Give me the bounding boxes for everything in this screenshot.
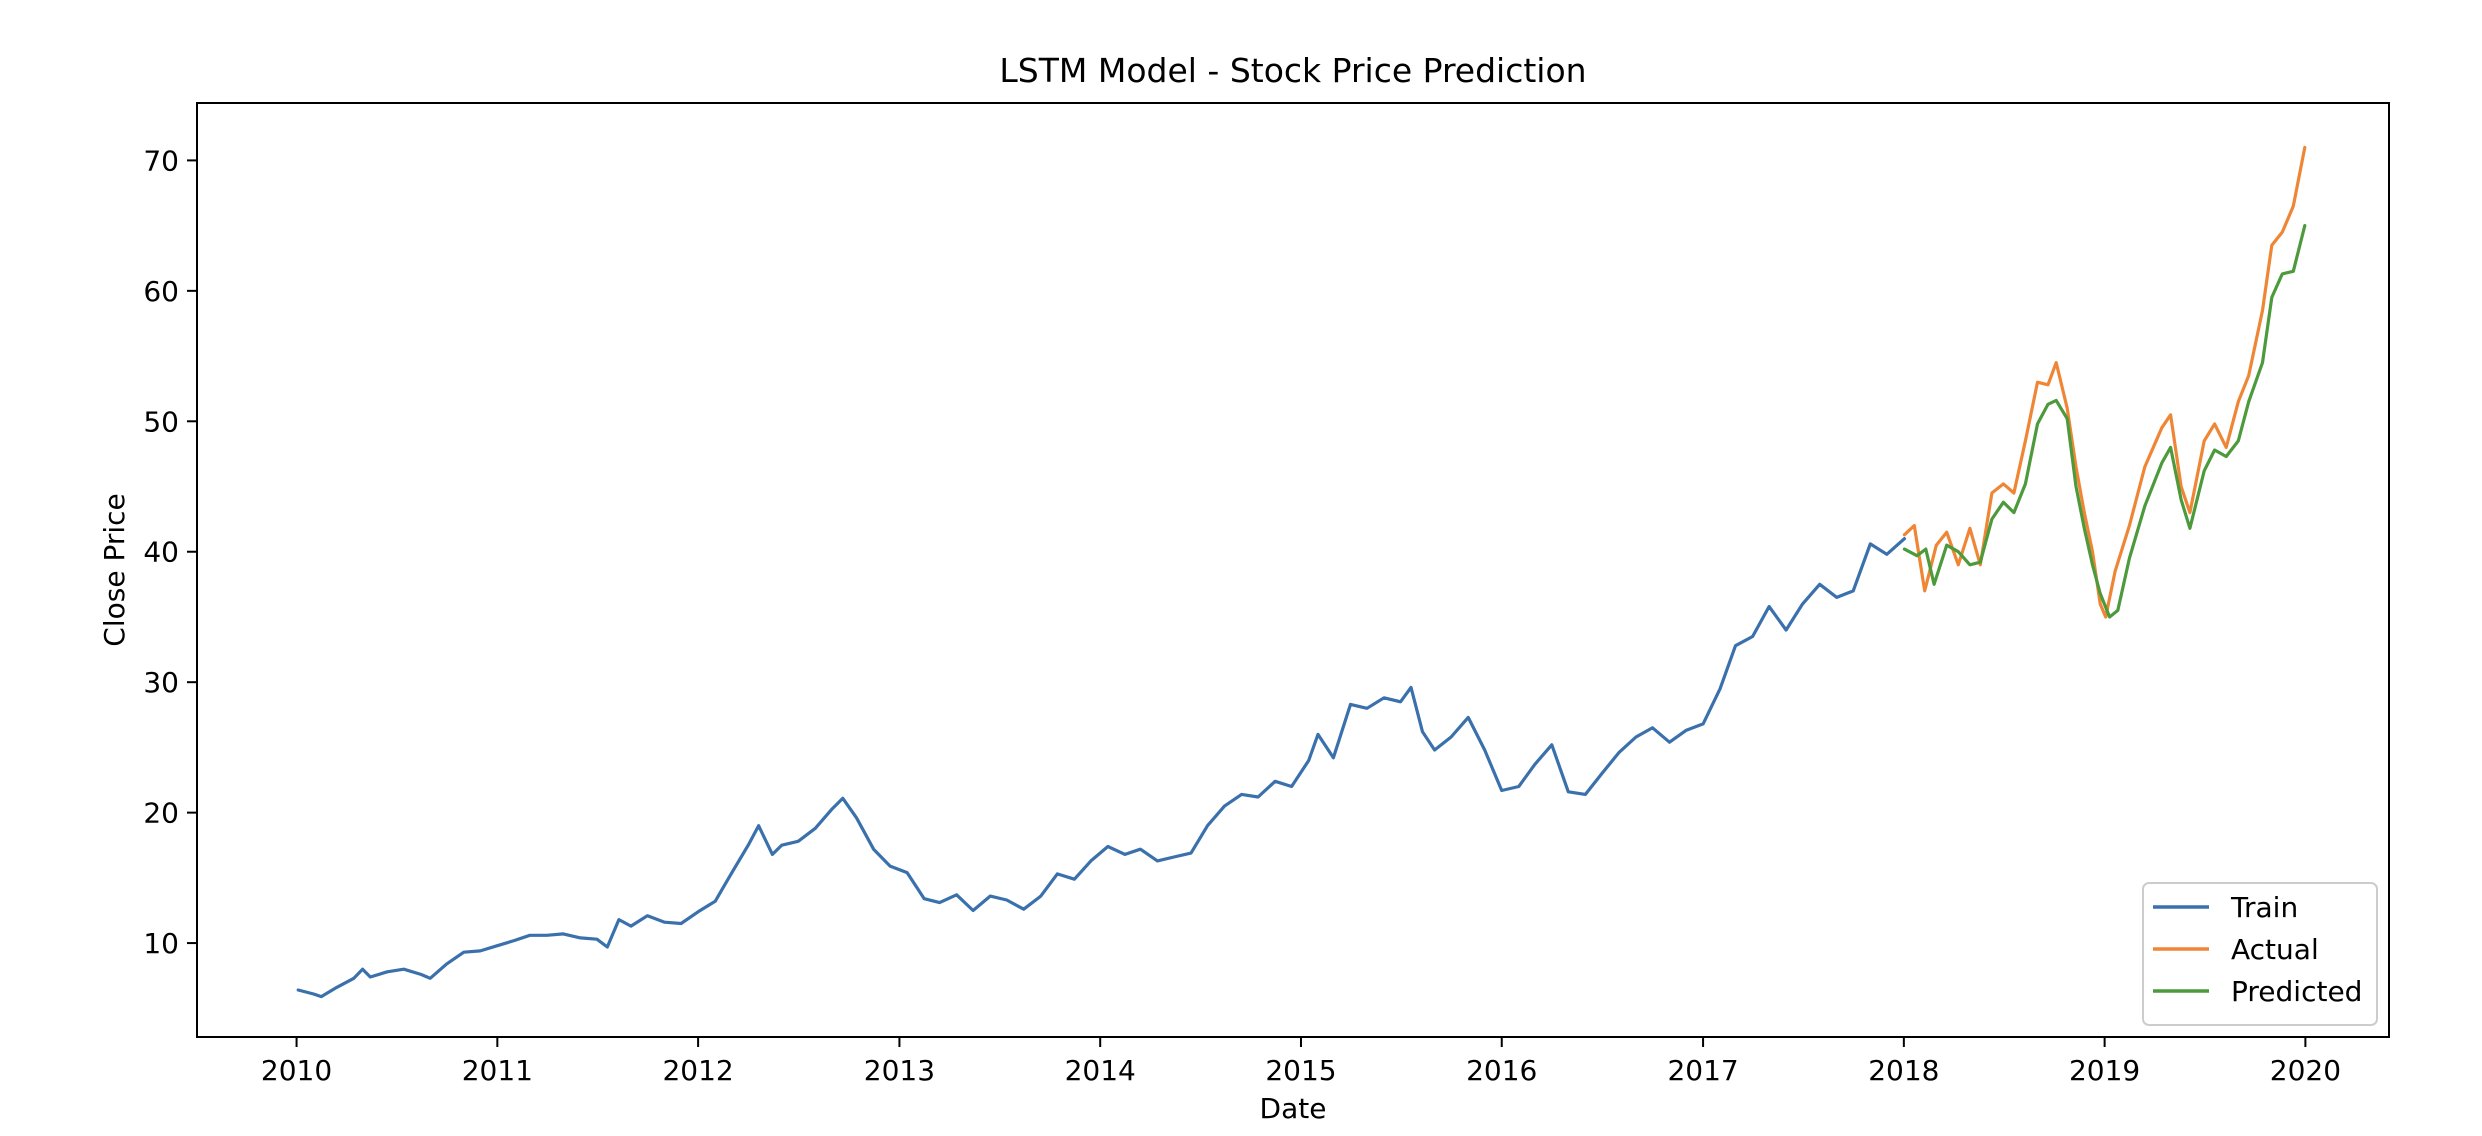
plot-area xyxy=(296,145,2307,999)
x-tick-label: 2014 xyxy=(1065,1054,1136,1087)
x-axis: 2010 2011 2012 2013 2014 2015 2016 2017 2018 2019… xyxy=(261,1037,2341,1087)
x-tick-label: 2017 xyxy=(1667,1054,1738,1087)
legend: Train Actual Predicted xyxy=(2142,882,2378,1026)
y-axis: 10 20 30 40 50 60 70 xyxy=(143,144,197,960)
series-line-train xyxy=(296,537,1906,999)
y-tick-label: 50 xyxy=(143,405,179,438)
series-line-actual xyxy=(1902,145,2307,619)
x-axis-label: Date xyxy=(1260,1092,1327,1125)
legend-label-actual: Actual xyxy=(2231,933,2319,966)
legend-label-train: Train xyxy=(2230,891,2298,924)
chart-title: LSTM Model - Stock Price Prediction xyxy=(999,51,1586,90)
y-tick-label: 40 xyxy=(143,536,179,569)
y-tick-label: 60 xyxy=(143,275,179,308)
y-tick-label: 10 xyxy=(143,927,179,960)
x-tick-label: 2015 xyxy=(1265,1054,1336,1087)
x-tick-label: 2018 xyxy=(1868,1054,1939,1087)
plot-frame xyxy=(196,102,2390,1038)
legend-label-predicted: Predicted xyxy=(2231,975,2362,1008)
x-tick-label: 2016 xyxy=(1466,1054,1537,1087)
x-tick-label: 2019 xyxy=(2069,1054,2140,1087)
x-tick-label: 2011 xyxy=(462,1054,533,1087)
x-tick-label: 2020 xyxy=(2270,1054,2341,1087)
y-axis-label: Close Price xyxy=(98,493,131,646)
y-tick-label: 20 xyxy=(143,797,179,830)
series-line-predicted xyxy=(1902,224,2307,619)
x-tick-label: 2013 xyxy=(864,1054,935,1087)
x-tick-label: 2010 xyxy=(261,1054,332,1087)
y-tick-label: 30 xyxy=(143,666,179,699)
y-tick-label: 70 xyxy=(143,144,179,177)
x-tick-label: 2012 xyxy=(662,1054,733,1087)
